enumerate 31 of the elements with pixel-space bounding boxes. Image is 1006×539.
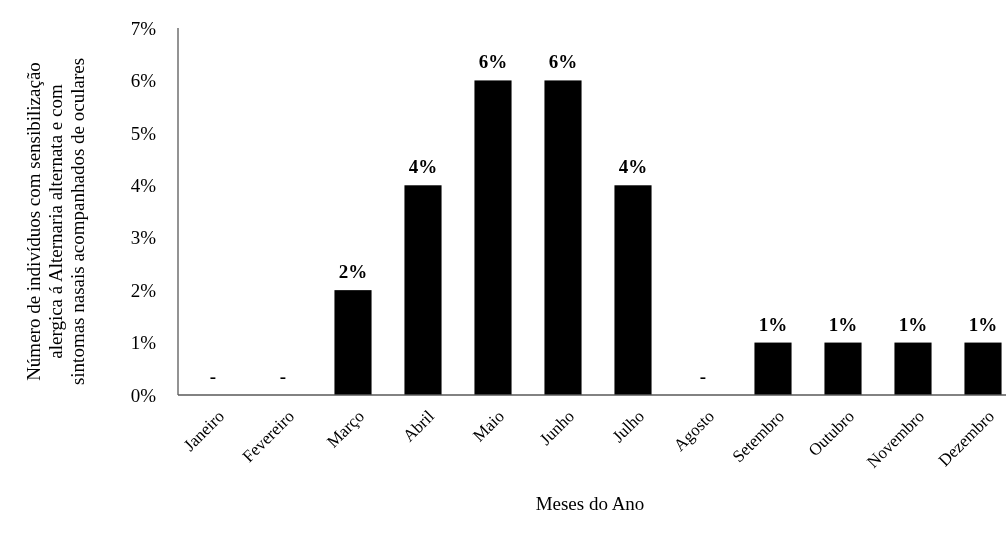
- bar: [334, 290, 372, 395]
- data-label: -: [699, 366, 707, 387]
- data-label: -: [209, 366, 217, 387]
- bar: [614, 185, 652, 395]
- y-tick-label: 0%: [130, 384, 157, 406]
- data-label: 1%: [828, 313, 858, 335]
- bar: [824, 342, 862, 395]
- data-label: 4%: [408, 156, 438, 178]
- bar: [404, 185, 442, 395]
- bar: [474, 80, 512, 395]
- y-tick-label: 5%: [130, 122, 157, 144]
- y-tick-label: 1%: [130, 332, 157, 354]
- data-label: 4%: [618, 156, 648, 178]
- y-axis-title: Número de indivíduos com sensibilização alergica á Alternaria alternata e com sintomas nasais acompanhados de oculares: [23, 57, 88, 386]
- data-label: 2%: [338, 261, 368, 283]
- data-label: 1%: [758, 313, 788, 335]
- data-label: 6%: [548, 51, 578, 73]
- data-label: 6%: [478, 51, 508, 73]
- bar: [754, 342, 792, 395]
- bar: [544, 80, 582, 395]
- y-tick-label: 7%: [130, 17, 157, 39]
- bar: [964, 342, 1002, 395]
- data-label: 1%: [968, 313, 998, 335]
- bar: [894, 342, 932, 395]
- data-label: 1%: [898, 313, 928, 335]
- data-label: -: [279, 366, 287, 387]
- y-tick-label: 2%: [130, 279, 157, 301]
- y-tick-label: 4%: [130, 174, 157, 196]
- y-tick-label: 6%: [130, 70, 157, 92]
- x-axis-title: Meses do Ano: [535, 493, 645, 514]
- y-tick-label: 3%: [130, 227, 157, 249]
